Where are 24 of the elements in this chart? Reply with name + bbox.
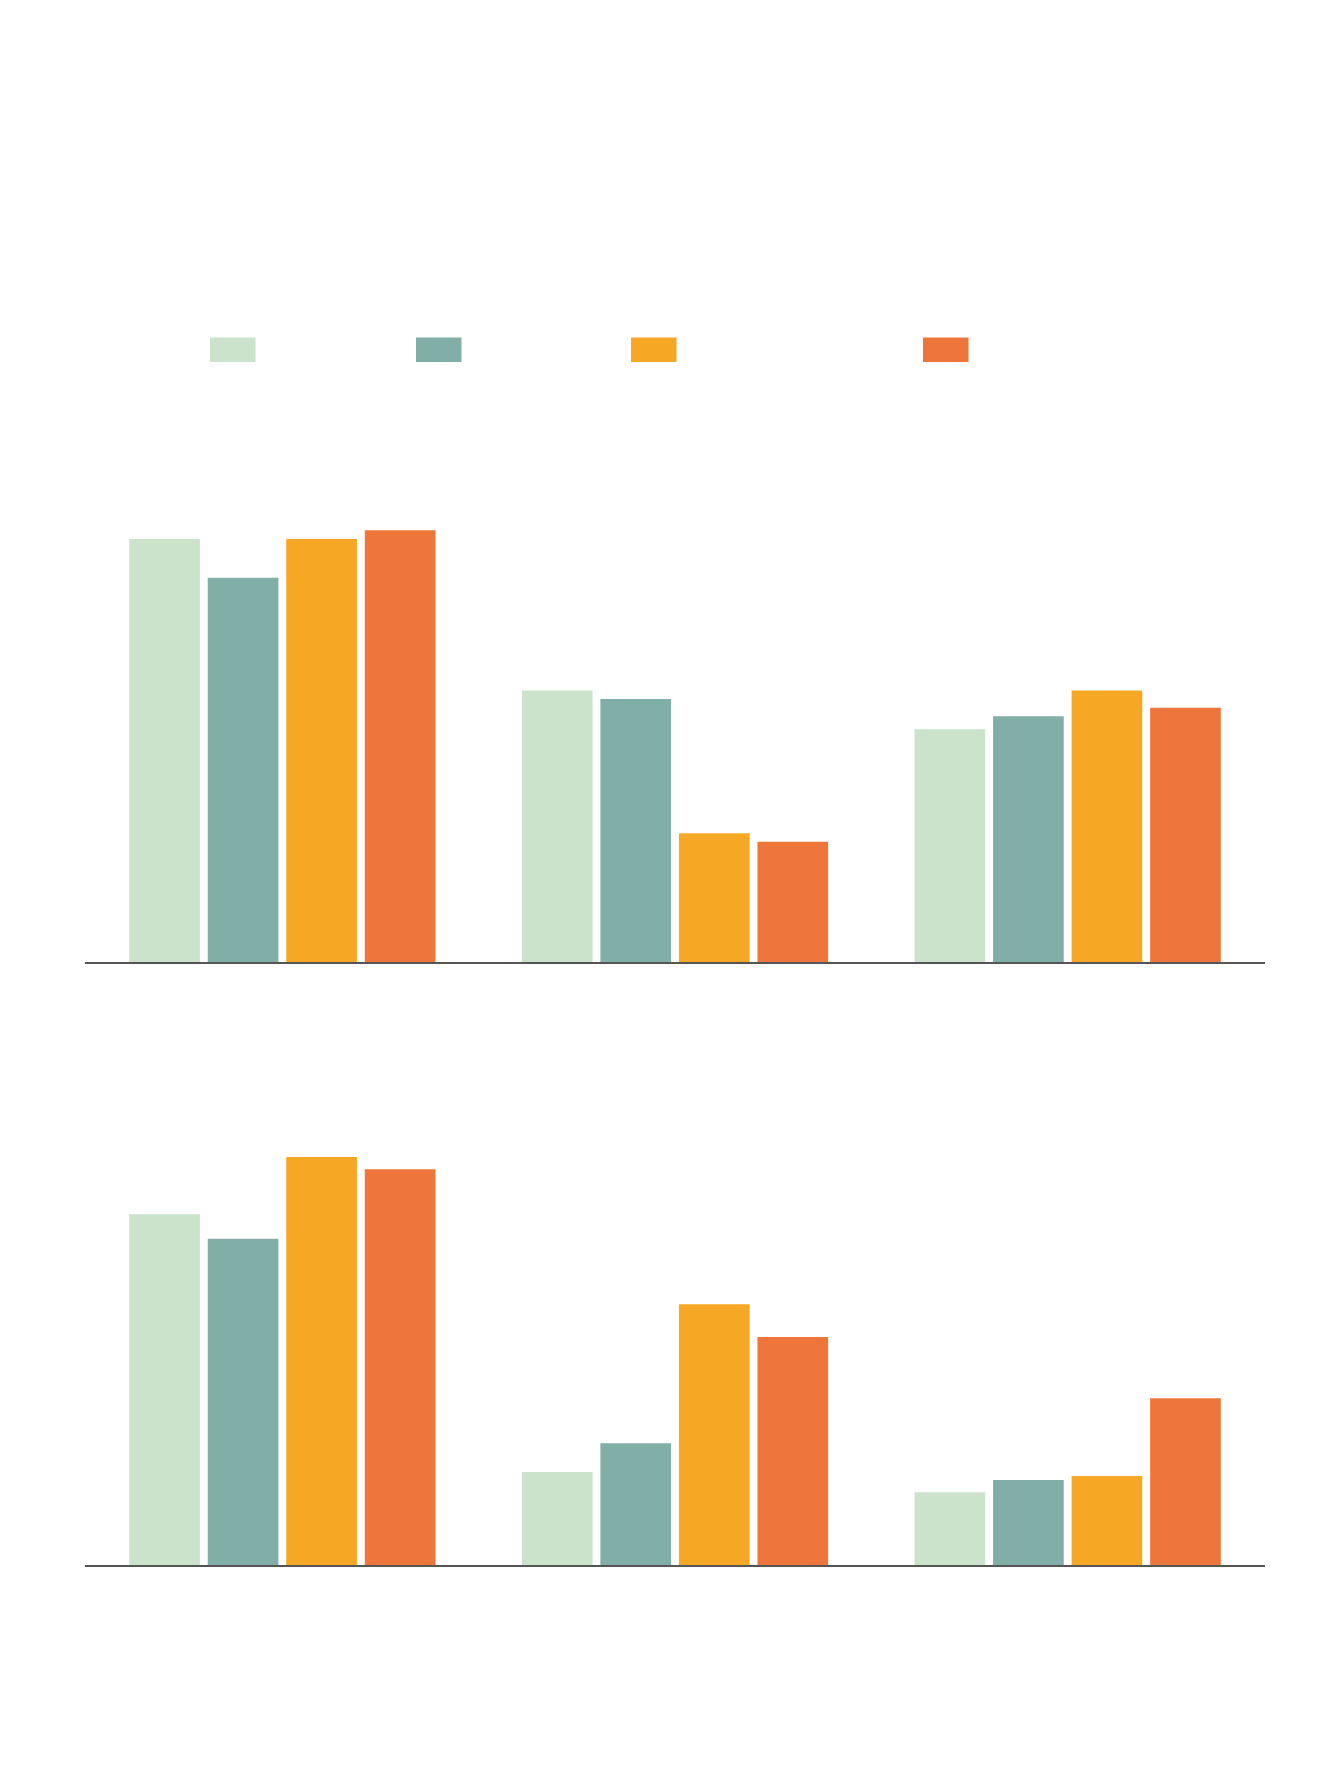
bar bbox=[207, 577, 279, 963]
bar bbox=[600, 699, 672, 963]
bar bbox=[600, 1443, 672, 1566]
bar bbox=[129, 538, 200, 963]
bar bbox=[286, 1156, 357, 1566]
bar bbox=[521, 1471, 593, 1566]
bar bbox=[993, 716, 1064, 963]
bar bbox=[757, 1336, 829, 1566]
bar bbox=[678, 833, 750, 963]
bar bbox=[678, 1304, 750, 1566]
bar bbox=[914, 729, 986, 963]
bar bbox=[1071, 1476, 1143, 1566]
bar bbox=[993, 1480, 1064, 1566]
bar bbox=[1150, 1398, 1221, 1566]
bar bbox=[1150, 707, 1221, 963]
bar bbox=[207, 1238, 279, 1566]
bar bbox=[914, 1492, 986, 1566]
bar bbox=[1071, 690, 1143, 963]
bar bbox=[129, 1214, 200, 1566]
bar bbox=[364, 1169, 436, 1566]
bar bbox=[364, 530, 436, 963]
bar bbox=[757, 841, 829, 963]
bar bbox=[521, 690, 593, 963]
bar bbox=[286, 538, 357, 963]
